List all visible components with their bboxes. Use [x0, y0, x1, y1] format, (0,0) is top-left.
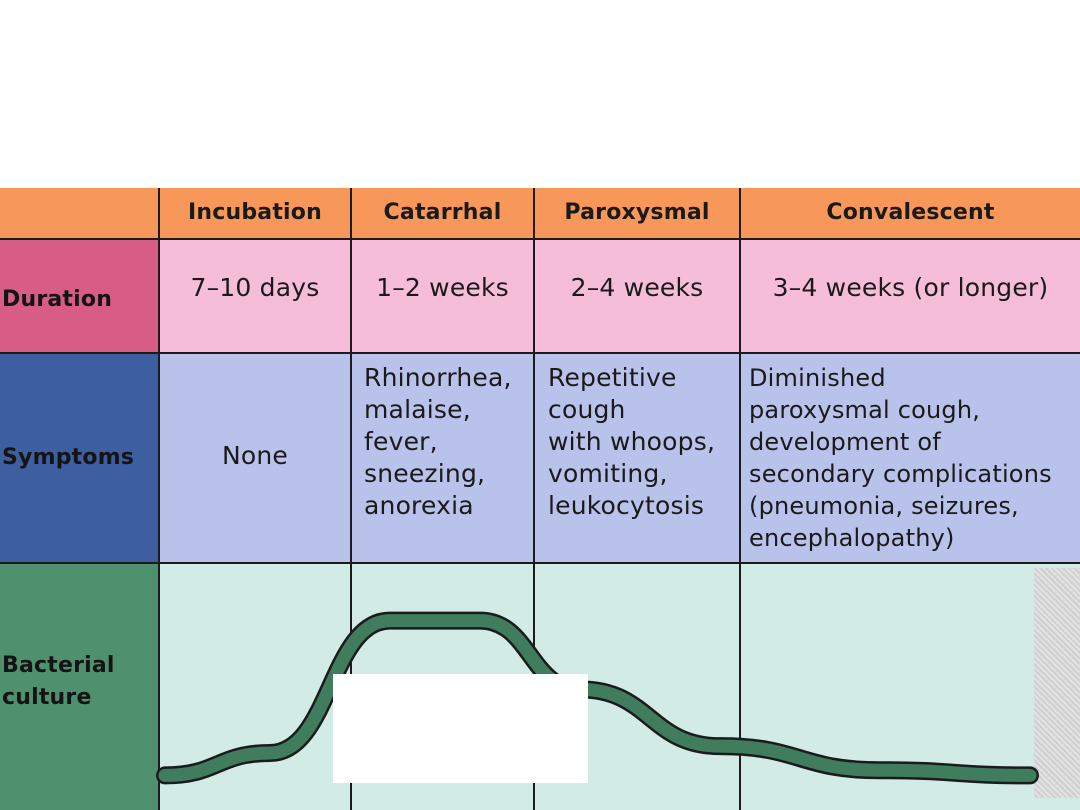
duration-row-label-cell: Duration [0, 240, 160, 354]
symptoms-paroxysmal: Repetitive cough with whoops, vomiting, … [535, 354, 741, 564]
culture-curve-fill [158, 614, 1037, 782]
duration-catarrhal-value: 1–2 weeks [376, 273, 509, 302]
symptoms-row-label: Symptoms [2, 445, 135, 470]
header-paroxysmal-label: Paroxysmal [564, 200, 710, 225]
symptoms-paroxysmal-value: Repetitive cough with whoops, vomiting, … [548, 363, 716, 520]
symptoms-catarrhal-value: Rhinorrhea, malaise, fever, sneezing, an… [364, 363, 512, 520]
culture-curve [156, 611, 1039, 785]
symptoms-row-label-cell: Symptoms [0, 354, 160, 564]
symptoms-incubation: None [160, 354, 352, 564]
header-incubation-label: Incubation [188, 200, 322, 225]
symptoms-catarrhal: Rhinorrhea, malaise, fever, sneezing, an… [352, 354, 535, 564]
duration-incubation: 7–10 days [160, 240, 352, 354]
duration-incubation-value: 7–10 days [190, 273, 320, 302]
header-incubation: Incubation [160, 188, 352, 240]
duration-convalescent-value: 3–4 weeks (or longer) [772, 273, 1049, 302]
header-convalescent: Convalescent [741, 188, 1080, 240]
header-catarrhal: Catarrhal [352, 188, 535, 240]
white-mask-box [333, 674, 588, 783]
header-catarrhal-label: Catarrhal [383, 200, 502, 225]
duration-catarrhal: 1–2 weeks [352, 240, 535, 354]
culture-row-label: Bacterial culture [2, 653, 115, 710]
header-convalescent-label: Convalescent [826, 200, 995, 225]
symptoms-convalescent-value: Diminished paroxysmal cough, development… [749, 364, 1052, 552]
duration-row-label: Duration [2, 287, 113, 312]
scan-noise-strip [1034, 568, 1080, 798]
duration-convalescent: 3–4 weeks (or longer) [741, 240, 1080, 354]
header-paroxysmal: Paroxysmal [535, 188, 741, 240]
symptoms-incubation-value: None [221, 441, 289, 470]
duration-paroxysmal-value: 2–4 weeks [570, 273, 704, 302]
header-empty-cell [0, 188, 160, 240]
duration-paroxysmal: 2–4 weeks [535, 240, 741, 354]
symptoms-convalescent: Diminished paroxysmal cough, development… [741, 354, 1080, 564]
culture-row-label-cell: Bacterial culture [0, 564, 160, 810]
